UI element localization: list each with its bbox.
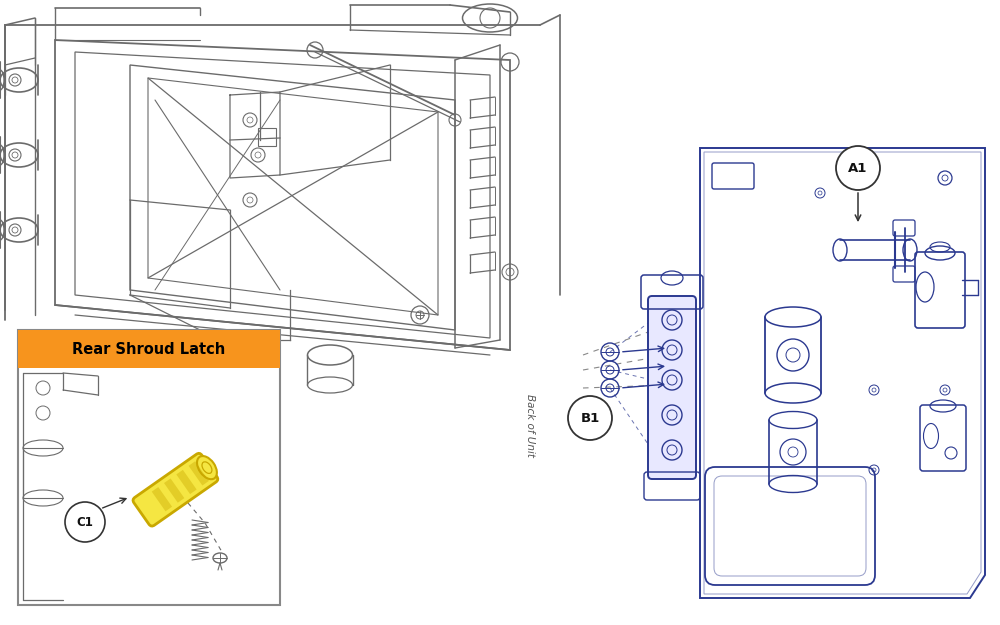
Polygon shape: [176, 470, 197, 494]
Text: C1: C1: [77, 516, 93, 529]
Text: Rear Shroud Latch: Rear Shroud Latch: [72, 341, 226, 356]
Text: A1: A1: [848, 161, 868, 174]
Ellipse shape: [197, 456, 217, 479]
Polygon shape: [152, 487, 172, 511]
Polygon shape: [189, 461, 209, 486]
FancyBboxPatch shape: [648, 296, 696, 479]
Text: Back of Unit: Back of Unit: [525, 394, 535, 456]
Polygon shape: [164, 479, 184, 502]
Text: B1: B1: [580, 411, 600, 424]
FancyBboxPatch shape: [133, 453, 218, 526]
Bar: [18, 330, 280, 605]
Circle shape: [568, 396, 612, 440]
Circle shape: [836, 146, 880, 190]
Bar: [18, 330, 280, 368]
Circle shape: [65, 502, 105, 542]
